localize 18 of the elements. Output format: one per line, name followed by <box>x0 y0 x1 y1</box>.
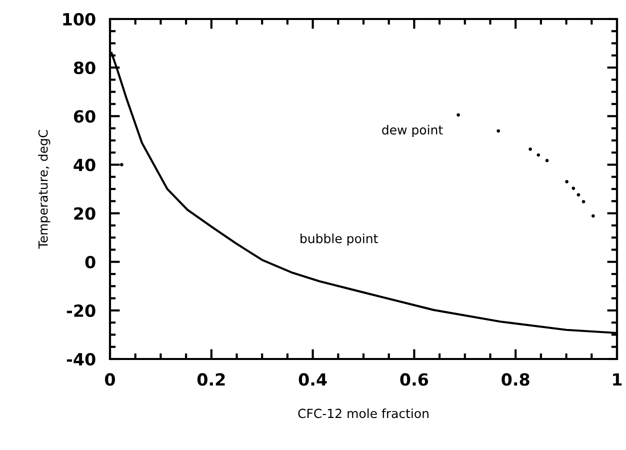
x-tick-label: 1 <box>613 373 622 386</box>
x-tick-label: 0.8 <box>502 373 530 386</box>
y-tick-label: 100 <box>63 12 96 26</box>
y-tick-label: 40 <box>74 158 96 172</box>
y-axis-title: Temperature, degC <box>38 130 50 249</box>
y-tick-label: 80 <box>74 62 96 74</box>
text: bubble point <box>300 234 378 246</box>
y-tick-label: 60 <box>74 110 96 123</box>
y-tick-label: -40 <box>66 352 96 366</box>
y-tick-label: 0 <box>85 256 96 268</box>
x-tick-label: 0.2 <box>197 373 225 386</box>
x-tick-label: 0 <box>105 373 115 386</box>
y-tick-label: 20 <box>74 207 96 220</box>
series-label: dew point <box>382 124 443 138</box>
x-tick-label: 0.6 <box>400 373 428 386</box>
y-tick-label: -20 <box>66 304 96 317</box>
x-tick-label: 0.4 <box>298 373 327 386</box>
x-axis-title: CFC-12 mole fraction <box>298 408 428 418</box>
